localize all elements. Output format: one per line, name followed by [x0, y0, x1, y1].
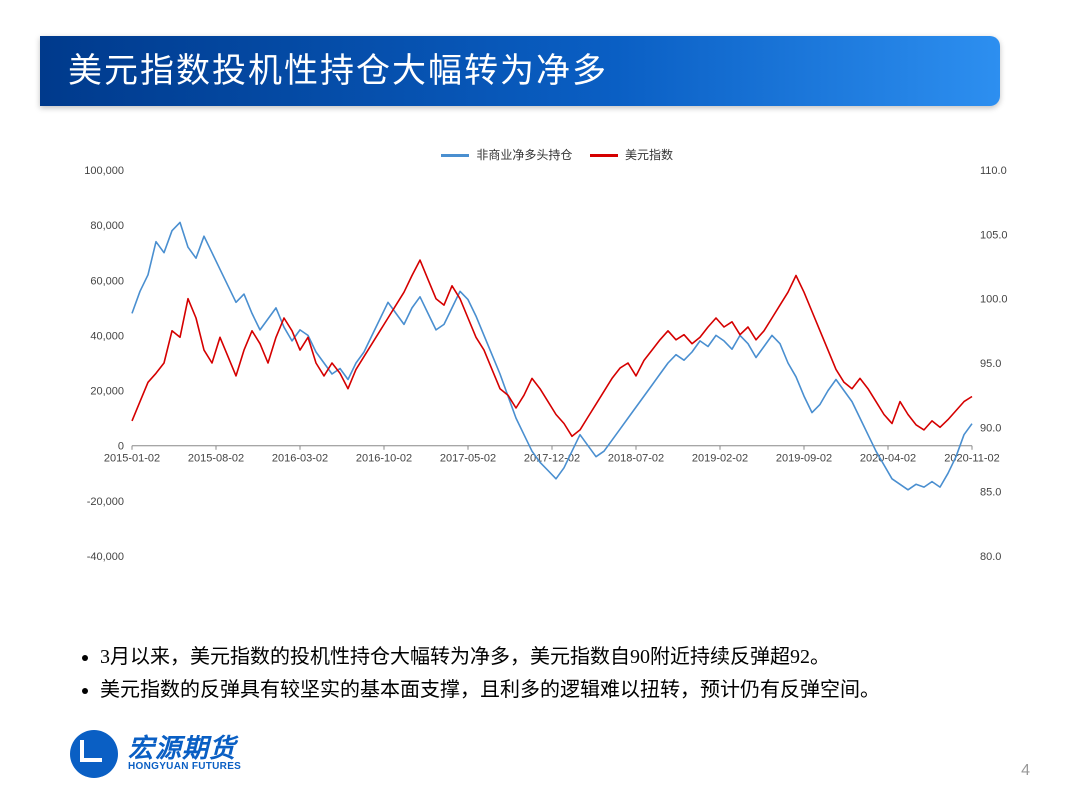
- svg-text:20,000: 20,000: [90, 386, 124, 398]
- svg-text:2017-05-02: 2017-05-02: [440, 453, 496, 465]
- svg-text:2015-01-02: 2015-01-02: [104, 453, 160, 465]
- svg-text:2016-03-02: 2016-03-02: [272, 453, 328, 465]
- title-bar: 美元指数投机性持仓大幅转为净多: [40, 36, 1000, 106]
- svg-text:95.0: 95.0: [980, 358, 1001, 370]
- bullet-item: 3月以来，美元指数的投机性持仓大幅转为净多，美元指数自90附近持续反弹超92。: [100, 642, 1060, 673]
- logo-cn: 宏源期货: [128, 735, 241, 762]
- svg-text:80,000: 80,000: [90, 220, 124, 232]
- svg-text:2018-07-02: 2018-07-02: [608, 453, 664, 465]
- svg-text:40,000: 40,000: [90, 330, 124, 342]
- logo-mark-icon: [70, 730, 118, 778]
- svg-text:-20,000: -20,000: [87, 496, 124, 508]
- svg-text:2015-08-02: 2015-08-02: [188, 453, 244, 465]
- company-logo: 宏源期货 HONGYUAN FUTURES: [70, 730, 241, 778]
- bullet-item: 美元指数的反弹具有较坚实的基本面支撑，且利多的逻辑难以扭转，预计仍有反弹空间。: [100, 675, 1060, 706]
- page-number: 4: [1021, 762, 1030, 780]
- svg-text:100,000: 100,000: [84, 165, 124, 177]
- legend-swatch-0: [441, 154, 469, 157]
- svg-text:-40,000: -40,000: [87, 551, 124, 563]
- legend-swatch-1: [590, 154, 618, 157]
- svg-text:2020-04-02: 2020-04-02: [860, 453, 916, 465]
- svg-text:80.0: 80.0: [980, 551, 1001, 563]
- svg-text:0: 0: [118, 441, 124, 453]
- legend-label-1: 美元指数: [625, 148, 673, 162]
- svg-text:110.0: 110.0: [980, 165, 1007, 177]
- svg-text:2016-10-02: 2016-10-02: [356, 453, 412, 465]
- svg-text:100.0: 100.0: [980, 294, 1008, 306]
- svg-text:2017-12-02: 2017-12-02: [524, 453, 580, 465]
- svg-text:105.0: 105.0: [980, 229, 1008, 241]
- logo-text: 宏源期货 HONGYUAN FUTURES: [128, 735, 241, 773]
- svg-text:2019-09-02: 2019-09-02: [776, 453, 832, 465]
- slide-title: 美元指数投机性持仓大幅转为净多: [40, 36, 1000, 106]
- chart-legend: 非商业净多头持仓 美元指数: [70, 146, 1030, 163]
- svg-text:85.0: 85.0: [980, 487, 1001, 499]
- legend-label-0: 非商业净多头持仓: [476, 148, 572, 162]
- svg-text:60,000: 60,000: [90, 275, 124, 287]
- bullet-list: 3月以来，美元指数的投机性持仓大幅转为净多，美元指数自90附近持续反弹超92。 …: [60, 640, 1060, 708]
- logo-en: HONGYUAN FUTURES: [128, 762, 241, 773]
- svg-text:90.0: 90.0: [980, 422, 1001, 434]
- dual-axis-line-chart: -40,000 -20,000 0 20,000 40,000 60,000 80,000 1…: [70, 140, 1030, 590]
- svg-text:2019-02-02: 2019-02-02: [692, 453, 748, 465]
- chart-container: 非商业净多头持仓 美元指数 -40,000 -20,000 0 20,000 40,00…: [70, 140, 1030, 600]
